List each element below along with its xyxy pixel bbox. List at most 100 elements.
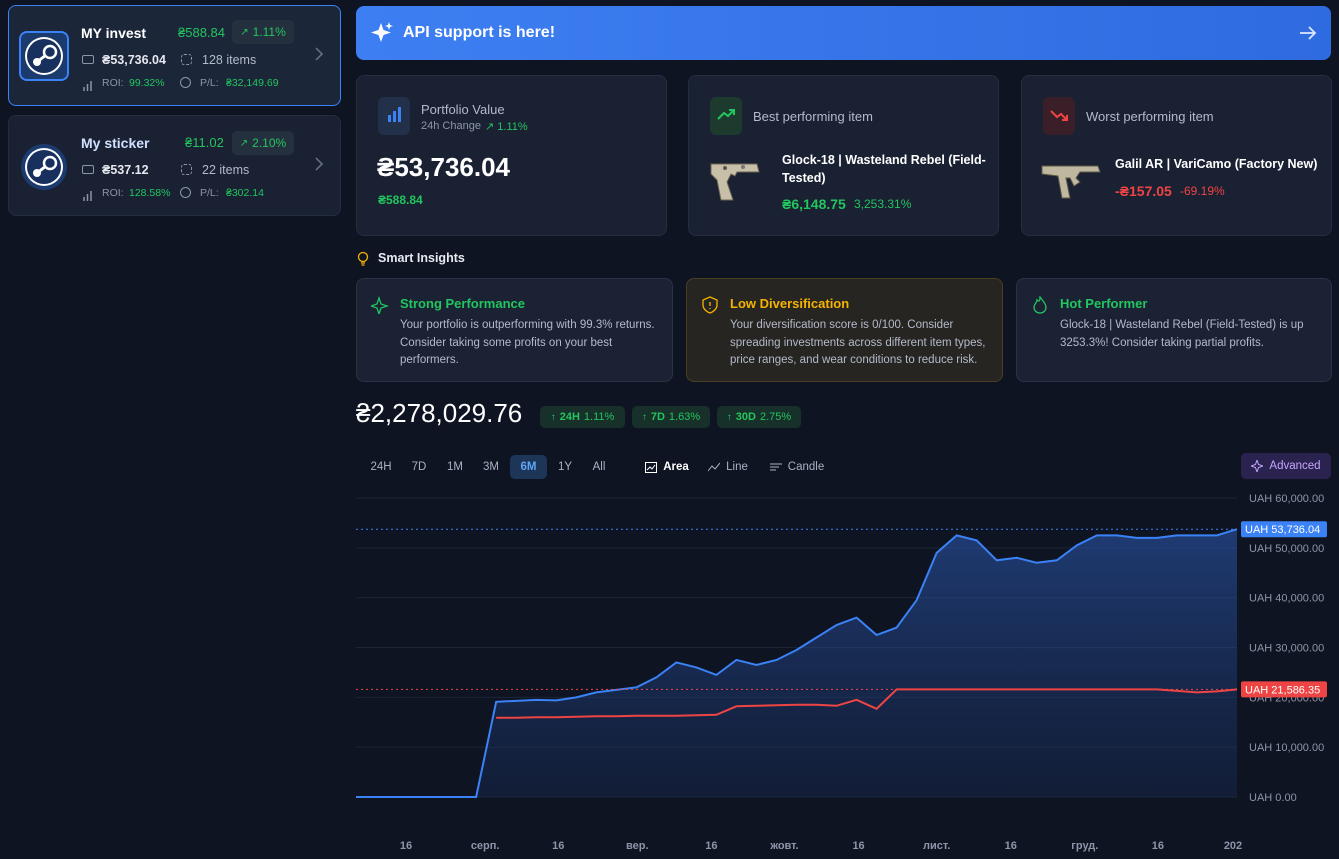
change-pct: 1.11% <box>252 25 286 39</box>
range-button[interactable]: 1M <box>447 461 463 473</box>
range-button[interactable]: 1Y <box>557 461 573 473</box>
chart-type-label: Line <box>726 461 748 473</box>
section-title: Smart Insights <box>378 251 465 265</box>
pct: 2.75% <box>759 411 792 423</box>
x-tick-label: вер. <box>626 840 649 852</box>
last-value-label: UAH 21,586.35 <box>1245 684 1320 696</box>
insight-title: Hot Performer <box>1060 296 1148 311</box>
portfolio-change: ₴588.84 <box>178 25 225 40</box>
change-badge: ↗ 2.10% <box>232 131 294 155</box>
area-fill <box>356 529 1237 797</box>
pct: 1.63% <box>668 411 701 423</box>
pct: 1.11% <box>583 411 615 423</box>
range-button[interactable]: 6M <box>510 455 547 479</box>
card-title: Worst performing item <box>1086 109 1214 124</box>
item-image <box>1041 165 1101 199</box>
portfolio-value-card: Portfolio Value 24h Change ↗ 1.11% ₴53,7… <box>356 75 667 236</box>
worst-item-card: Worst performing item Galil AR | VariCam… <box>1021 75 1332 236</box>
card-title: Best performing item <box>753 109 873 124</box>
range-button[interactable]: 24H <box>370 461 392 473</box>
best-item-card: Best performing item Glock-18 | Wastelan… <box>688 75 999 236</box>
item-image <box>710 163 760 201</box>
x-tick-label: лист. <box>923 840 950 852</box>
trend-up-icon <box>710 97 742 135</box>
chevron <box>313 156 325 172</box>
change-pct: 2.10% <box>252 136 287 150</box>
advanced-button[interactable]: Advanced <box>1241 453 1331 479</box>
roi-icon <box>82 188 93 201</box>
card-subtitle: 24h Change <box>421 120 481 132</box>
x-tick-label: серп. <box>471 840 500 852</box>
insight-card: Strong Performance Your portfolio is out… <box>356 278 673 382</box>
period: 30D <box>735 411 756 423</box>
sparkle-icon <box>371 296 389 314</box>
roi-icon <box>82 78 93 91</box>
steam-icon <box>21 144 67 190</box>
insight-card: Hot Performer Glock-18 | Wasteland Rebel… <box>1016 278 1332 382</box>
card-title: Portfolio Value <box>421 102 505 117</box>
y-tick-label: UAH 60,000.00 <box>1249 493 1324 505</box>
pl-value: ₴32,149.69 <box>226 77 279 89</box>
api-banner[interactable]: API support is here! <box>356 6 1331 60</box>
change-badge: ↑ 24H 1.11% <box>540 406 625 428</box>
trend-down-icon <box>1043 97 1075 135</box>
range-button[interactable]: 7D <box>411 461 427 473</box>
insight-text: Your diversification score is 0/100. Con… <box>730 319 986 366</box>
item-pct: 3,253.31% <box>854 197 912 211</box>
insight-title: Strong Performance <box>400 296 525 311</box>
flame-icon <box>1033 296 1047 314</box>
y-tick-label: UAH 50,000.00 <box>1249 543 1324 555</box>
insight-text: Glock-18 | Wasteland Rebel (Field-Tested… <box>1060 319 1304 349</box>
x-tick-label: 16 <box>1005 840 1017 852</box>
chart-type-label: Candle <box>787 461 825 473</box>
arrow-icon <box>1300 26 1317 40</box>
last-value-label: UAH 53,736.04 <box>1245 524 1320 536</box>
chart-type-button[interactable]: Line <box>706 455 750 479</box>
portfolio-change: ₴11.02 <box>185 135 224 150</box>
portfolio-name: MY invest <box>81 25 147 41</box>
advanced-label: Advanced <box>1269 460 1321 472</box>
range-button[interactable]: All <box>592 461 606 473</box>
portfolio-change: ₴588.84 <box>378 193 423 207</box>
roi-value: 128.58% <box>129 187 171 199</box>
insight-card: Low Diversification Your diversification… <box>686 278 1003 382</box>
insight-text: Your portfolio is outperforming with 99.… <box>400 319 655 366</box>
x-tick-label: груд. <box>1071 840 1098 852</box>
portfolio-card[interactable]: My sticker ₴11.02 ↗ 2.10% ₴537.12 22 items ROI… <box>8 115 341 216</box>
period: 24H <box>559 411 580 423</box>
x-tick-label: жовт. <box>769 840 798 852</box>
change-pct-text: 1.11% <box>497 121 528 133</box>
x-tick-label: 202 <box>1224 840 1242 852</box>
range-button[interactable]: 3M <box>483 461 499 473</box>
items-icon <box>181 164 192 175</box>
portfolio-card[interactable]: MY invest ₴588.84 ↗ 1.11% ₴53,736.04 128 item… <box>8 5 341 106</box>
portfolio-name: My sticker <box>81 135 150 151</box>
item-name: Glock-18 | Wasteland Rebel (Field-Tested… <box>782 153 986 185</box>
x-tick-label: 16 <box>552 840 564 852</box>
change-badge: ↑ 30D 2.75% <box>717 406 801 428</box>
pl-icon <box>180 187 191 198</box>
portfolio-value: ₴537.12 <box>102 163 149 177</box>
roi-value: 99.32% <box>129 77 165 89</box>
steam-icon <box>19 31 69 81</box>
y-tick-label: UAH 40,000.00 <box>1249 593 1324 605</box>
period: 7D <box>650 411 665 423</box>
items-icon <box>181 54 192 65</box>
change-pct: ↗ 1.11% <box>485 121 528 133</box>
y-tick-label: UAH 0.00 <box>1249 792 1297 804</box>
banner-text: API support is here! <box>403 24 556 41</box>
x-tick-label: 16 <box>400 840 412 852</box>
change-badge: ↑ 7D 1.63% <box>632 406 710 428</box>
items-count: 128 items <box>202 53 257 67</box>
chart-type-label: Area <box>663 461 689 473</box>
series-line <box>496 688 1238 719</box>
chart-type-button[interactable]: Candle <box>768 455 826 479</box>
last-value-tag <box>1241 521 1327 538</box>
x-tick-label: 16 <box>1152 840 1164 852</box>
chart-type-button[interactable]: Area <box>644 455 690 479</box>
insight-title: Low Diversification <box>730 296 850 311</box>
pl-label: P/L: <box>200 77 219 89</box>
wallet-icon <box>82 55 94 64</box>
